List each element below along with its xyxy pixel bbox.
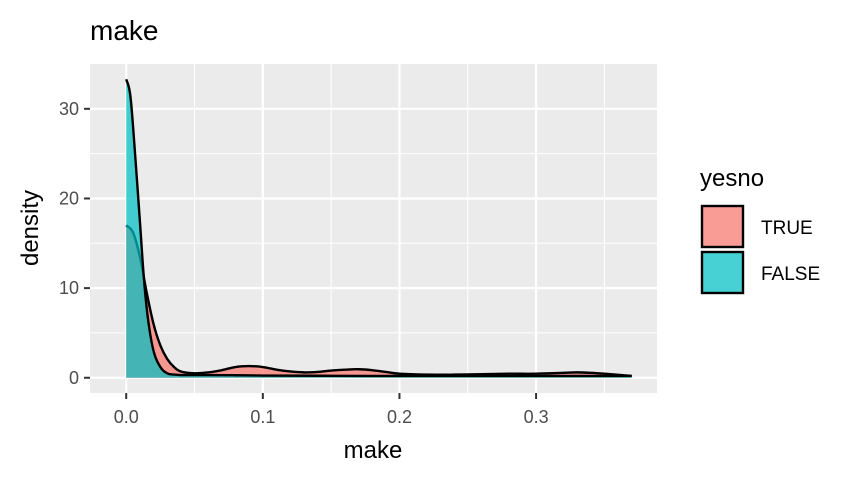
y-tick-label: 30 [59, 99, 79, 119]
x-axis-label: make [344, 437, 403, 464]
density-line-false [125, 78, 632, 378]
x-tick-label: 0.3 [524, 407, 549, 427]
density-areas [125, 78, 632, 378]
y-tick-label: 0 [69, 368, 79, 388]
y-axis-label: density [17, 190, 44, 266]
legend-label-false: FALSE [761, 264, 820, 285]
x-tick-label: 0.2 [387, 407, 412, 427]
legend-key-true [700, 204, 745, 249]
legend-title: yesno [700, 165, 764, 192]
chart-title: make [90, 15, 158, 46]
plot-panel [90, 64, 657, 393]
x-tick-label: 0.0 [114, 407, 139, 427]
legend-label-true: TRUE [761, 218, 813, 239]
x-tick-label: 0.1 [250, 407, 275, 427]
legend-key-false [700, 250, 745, 295]
y-tick-label: 10 [59, 278, 79, 298]
density-line-true [125, 224, 632, 378]
legend: yesno TRUE FALSE [700, 165, 820, 295]
panel-background [90, 64, 657, 393]
axes: 0.0 0.1 0.2 0.3 0 10 20 30 [59, 99, 549, 427]
y-tick-label: 20 [59, 188, 79, 208]
